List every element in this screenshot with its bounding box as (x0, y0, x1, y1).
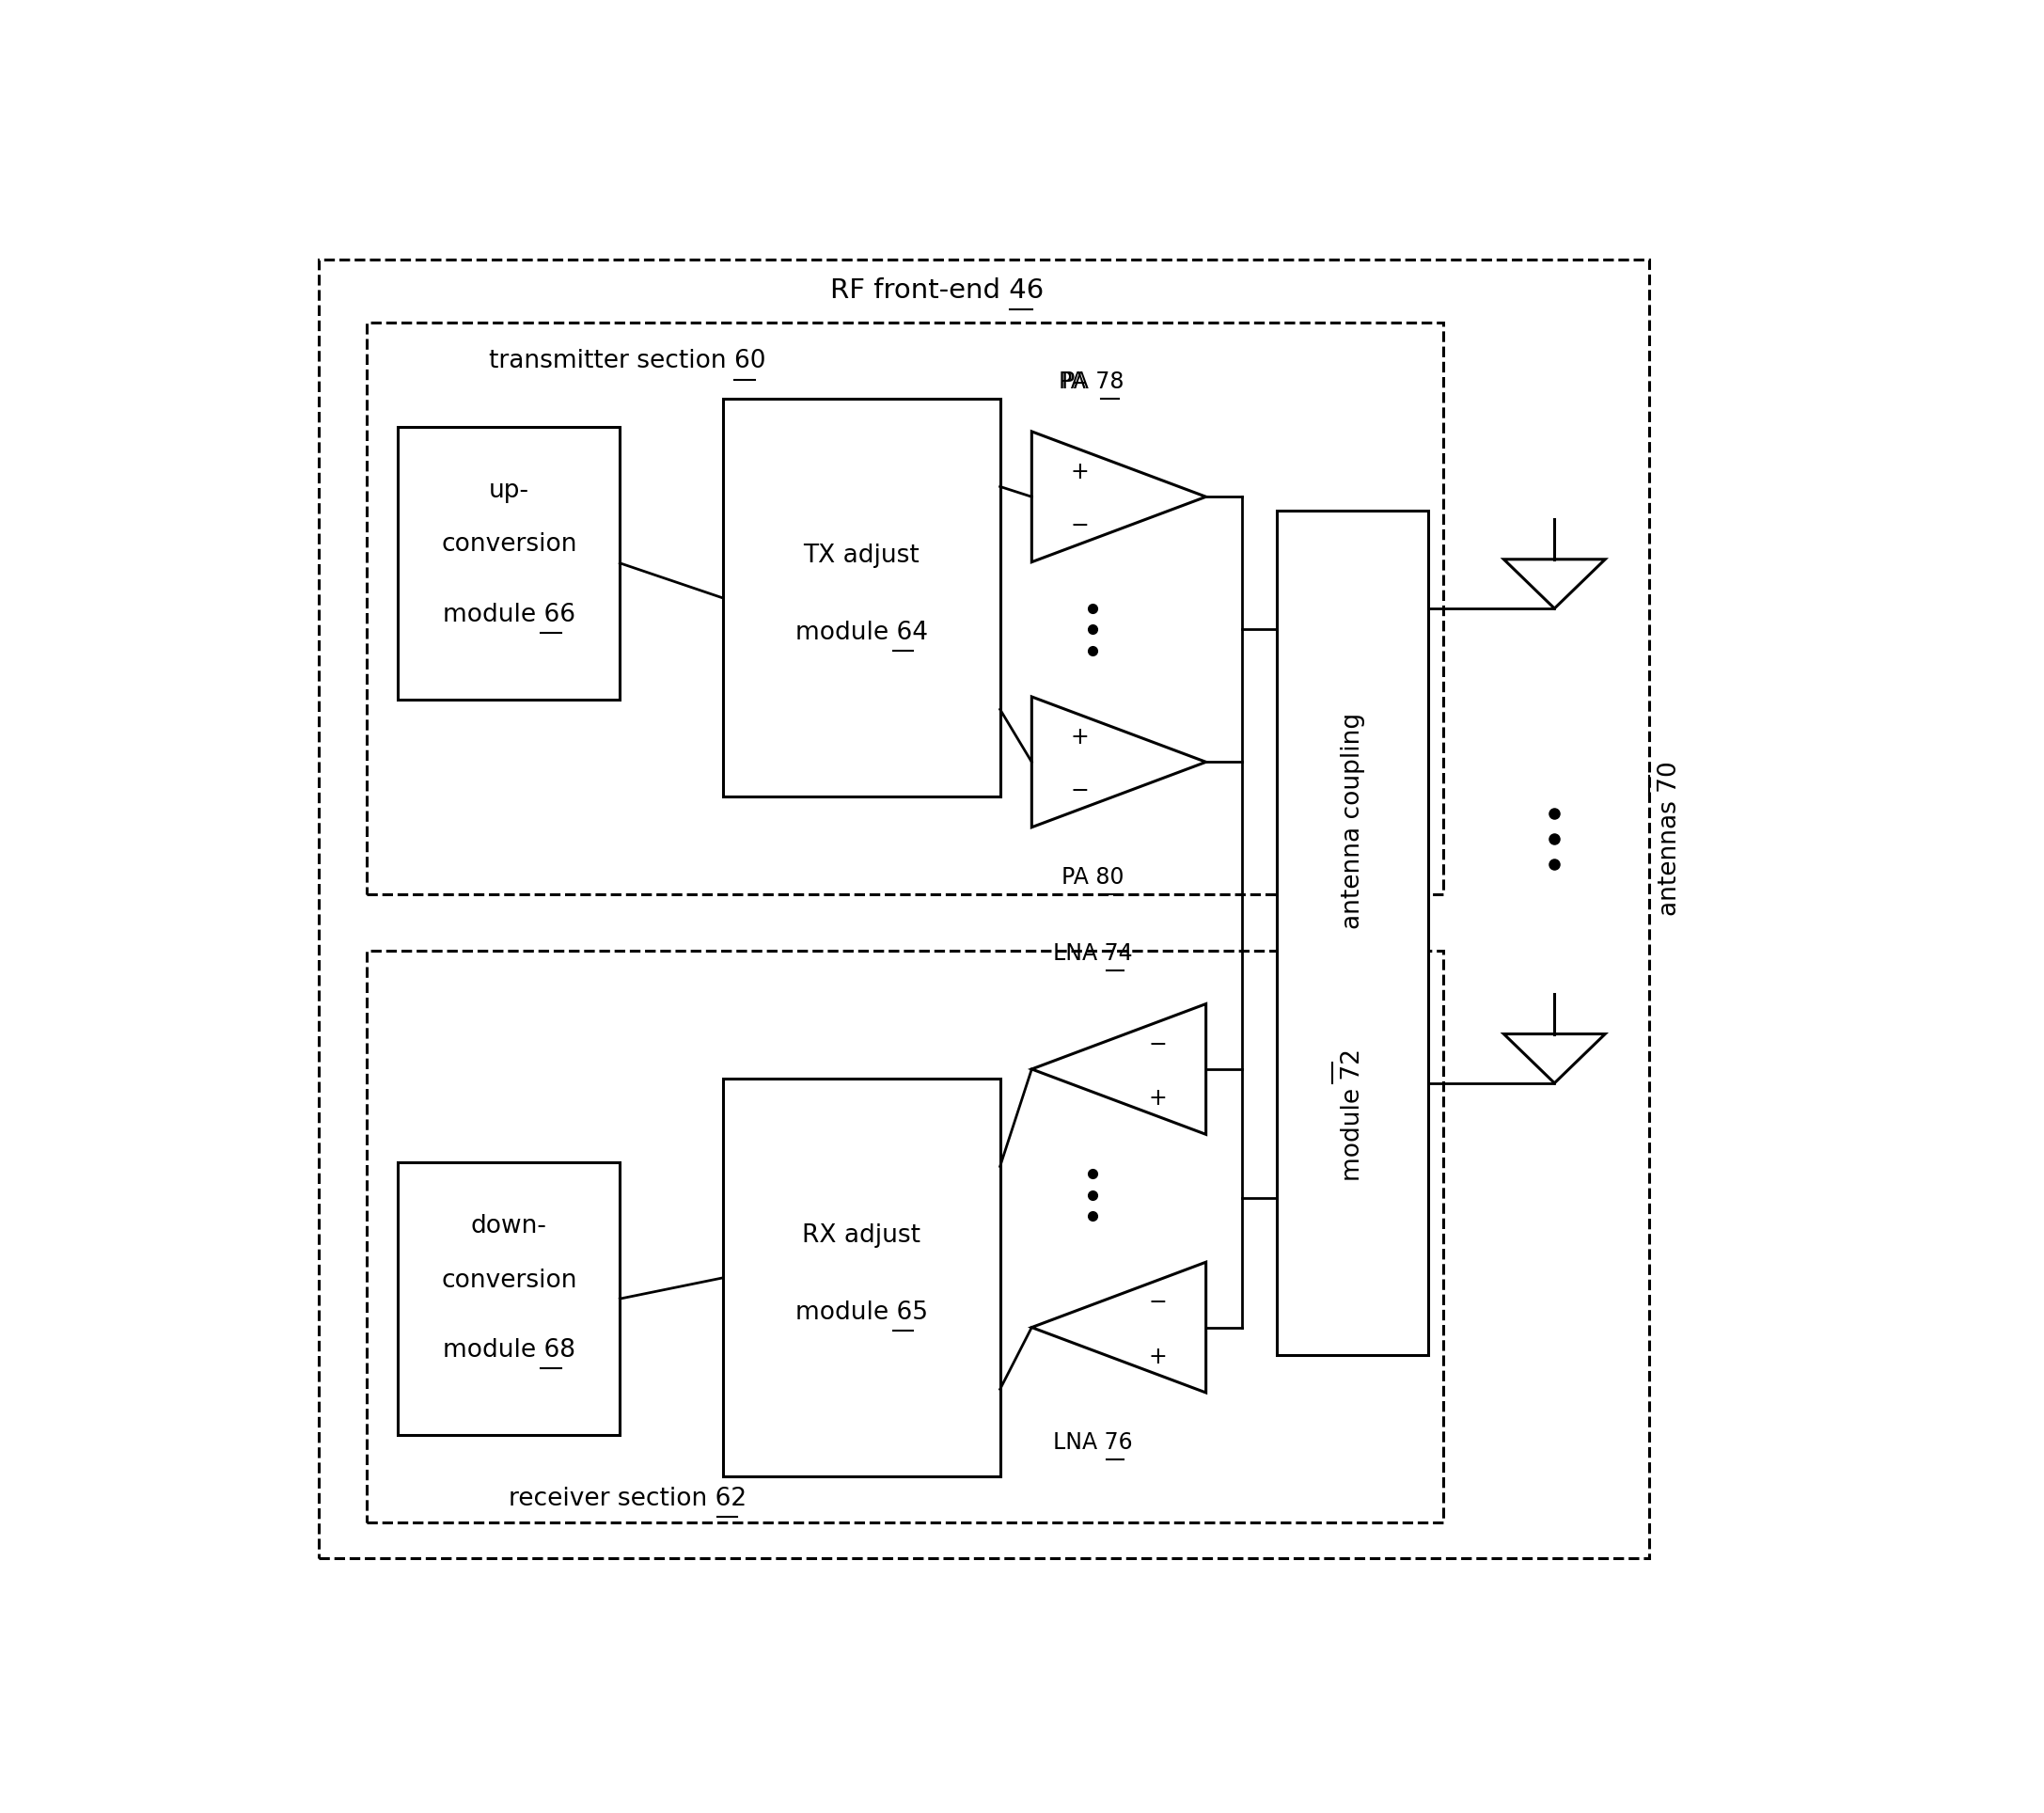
Bar (366, 323, 1443, 894)
Text: −: − (1149, 1033, 1167, 1055)
Text: conversion: conversion (442, 533, 576, 557)
Bar (724, 399, 1000, 798)
Polygon shape (1032, 1262, 1206, 1392)
Polygon shape (1504, 1033, 1605, 1082)
Text: +: + (1149, 1088, 1167, 1110)
Polygon shape (1032, 431, 1206, 562)
Text: PA 80: PA 80 (1061, 867, 1124, 888)
Bar (399, 426, 619, 700)
Text: module 68: module 68 (444, 1338, 574, 1363)
Text: +: + (1071, 461, 1089, 484)
Text: TX adjust: TX adjust (803, 544, 920, 567)
Text: conversion: conversion (442, 1269, 576, 1293)
Text: receiver section 62: receiver section 62 (509, 1487, 746, 1512)
Text: RF front-end 46: RF front-end 46 (830, 277, 1044, 303)
Text: −: − (1149, 1291, 1167, 1314)
Text: down-: down- (470, 1215, 548, 1238)
Polygon shape (1032, 1004, 1206, 1135)
Text: module 64: module 64 (795, 620, 928, 645)
Bar (319, 259, 1650, 1557)
Polygon shape (1504, 558, 1605, 609)
Text: up-: up- (489, 479, 529, 502)
Text: transmitter section 60: transmitter section 60 (489, 350, 766, 373)
Text: LNA 74: LNA 74 (1053, 943, 1132, 965)
Bar (399, 1162, 619, 1434)
Bar (724, 1079, 1000, 1478)
Text: +: + (1149, 1345, 1167, 1367)
Polygon shape (1032, 696, 1206, 827)
Text: antennas 70: antennas 70 (1658, 761, 1682, 916)
Text: antenna coupling: antenna coupling (1341, 713, 1365, 930)
Text: −: − (1071, 780, 1089, 803)
Text: module 65: module 65 (795, 1300, 928, 1325)
Text: +: + (1071, 727, 1089, 749)
Text: module 72: module 72 (1341, 1048, 1365, 1180)
Text: PA 78: PA 78 (1061, 370, 1124, 393)
Bar (366, 950, 1443, 1523)
Bar (1278, 511, 1427, 1356)
Text: LNA 76: LNA 76 (1053, 1430, 1132, 1454)
Text: RX adjust: RX adjust (801, 1224, 920, 1247)
Text: module 66: module 66 (444, 602, 574, 627)
Text: PA: PA (1059, 370, 1094, 393)
Text: −: − (1071, 515, 1089, 537)
